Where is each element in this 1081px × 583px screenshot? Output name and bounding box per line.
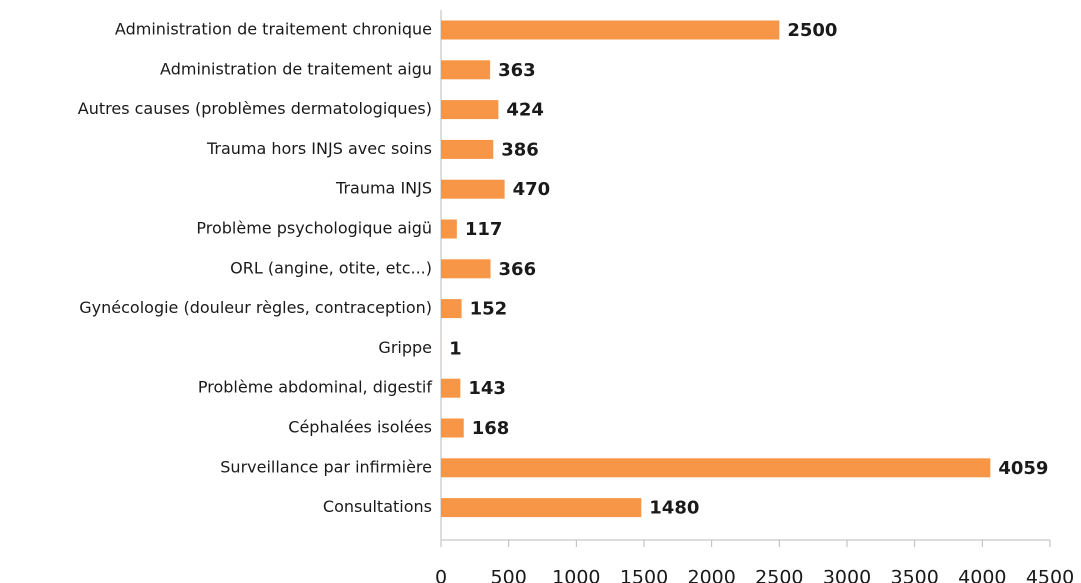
value-label: 117	[465, 219, 503, 240]
x-tick-label: 0	[435, 567, 447, 583]
category-label: Trauma hors INJS avec soins	[206, 139, 432, 158]
bar	[441, 219, 457, 239]
bar	[441, 458, 991, 478]
x-tick-label: 4500	[1026, 567, 1074, 583]
bar	[441, 418, 464, 438]
bar	[441, 498, 642, 518]
value-label: 363	[498, 60, 536, 81]
x-tick-label: 500	[491, 567, 527, 583]
value-label: 168	[472, 418, 510, 439]
category-label: Administration de traitement aigu	[160, 59, 432, 78]
bar	[441, 20, 780, 40]
value-label: 152	[470, 299, 508, 320]
value-label: 2500	[787, 20, 837, 41]
x-tick-label: 3000	[823, 567, 871, 583]
value-label: 386	[501, 139, 539, 160]
value-label: 424	[506, 100, 544, 121]
category-label: Consultations	[323, 497, 432, 516]
value-label: 143	[468, 378, 506, 399]
category-label: Administration de traitement chronique	[115, 20, 432, 39]
category-label: Trauma INJS	[335, 179, 432, 198]
x-tick-label: 2000	[687, 567, 735, 583]
x-tick-label: 3500	[890, 567, 938, 583]
x-tick-label: 4000	[958, 567, 1006, 583]
bar	[441, 179, 505, 199]
category-label: Céphalées isolées	[288, 418, 432, 437]
value-label: 470	[513, 179, 551, 200]
bar	[441, 259, 491, 279]
value-label: 4059	[998, 458, 1048, 479]
category-label: Problème psychologique aigü	[196, 219, 432, 238]
category-label: Problème abdominal, digestif	[198, 378, 433, 397]
bar	[441, 299, 462, 319]
category-label: Surveillance par infirmière	[220, 457, 432, 476]
bar	[441, 139, 494, 159]
value-label: 1480	[649, 498, 699, 519]
category-label: Grippe	[378, 338, 432, 357]
category-label: ORL (angine, otite, etc...)	[230, 258, 432, 277]
category-label: Autres causes (problèmes dermatologiques…	[78, 99, 432, 118]
bar	[441, 378, 461, 398]
bar	[441, 60, 491, 80]
value-label: 1	[449, 338, 462, 359]
category-label: Gynécologie (douleur règles, contracepti…	[79, 298, 432, 317]
x-tick-label: 2500	[755, 567, 803, 583]
bar	[441, 100, 499, 120]
value-label: 366	[499, 259, 537, 280]
x-tick-label: 1500	[620, 567, 668, 583]
x-tick-label: 1000	[552, 567, 600, 583]
